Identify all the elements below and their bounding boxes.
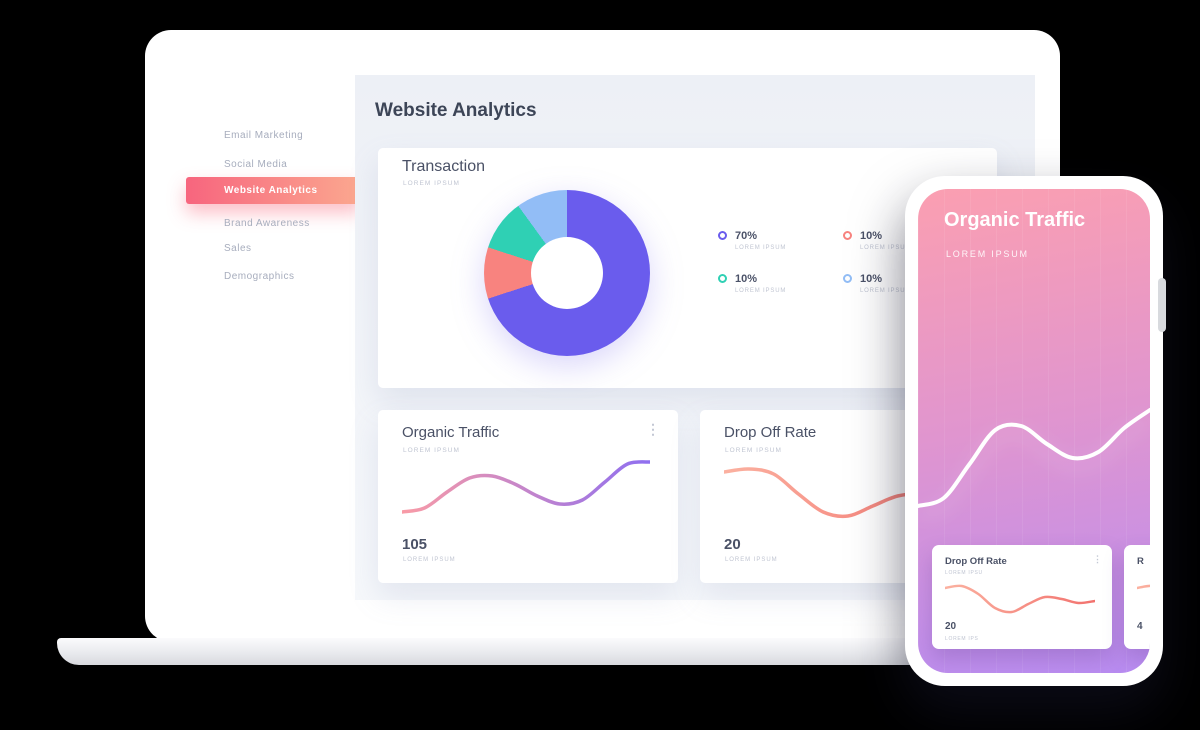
phone-side-button — [1158, 278, 1166, 332]
phone-mockup: Organic Traffic LOREM IPSUM Drop Off Rat… — [905, 176, 1166, 686]
legend-value: 10% — [860, 273, 883, 285]
sidebar-item-demographics[interactable]: Demographics — [224, 271, 295, 282]
legend-swatch-teal — [718, 274, 727, 283]
legend-item: 10% LOREM IPSUM — [843, 230, 968, 251]
phone-card-title: R — [1137, 556, 1144, 567]
legend-item: 10% LOREM IPSUM — [843, 273, 968, 294]
legend-label: LOREM IPSUM — [860, 245, 912, 251]
phone-organic-line-chart — [918, 408, 1150, 508]
page-title: Website Analytics — [375, 100, 537, 121]
donut-legend: 70% LOREM IPSUM 10% LOREM IPSUM — [718, 230, 968, 294]
drop-off-card-title: Drop Off Rate — [724, 424, 817, 441]
phone-page-subtitle: LOREM IPSUM — [946, 249, 1029, 259]
organic-card-subtitle: LOREM IPSUM — [403, 447, 460, 454]
phone-card-subtitle: LOREM IPSU — [945, 570, 983, 576]
phone-mini-line-chart — [945, 584, 1095, 614]
donut-hole — [531, 237, 603, 309]
sidebar-item-brand-awareness[interactable]: Brand Awareness — [224, 218, 310, 229]
legend-swatch-red — [843, 231, 852, 240]
transaction-card-subtitle: LOREM IPSUM — [403, 180, 460, 187]
legend-item: 70% LOREM IPSUM — [718, 230, 843, 251]
transaction-card: Transaction LOREM IPSUM 70% LOREM IPSUM — [378, 148, 997, 388]
organic-card-value-label: LOREM IPSUM — [403, 557, 456, 563]
transaction-card-title: Transaction — [402, 158, 485, 175]
kebab-menu-icon[interactable]: ⋮ — [646, 421, 660, 437]
phone-screen: Organic Traffic LOREM IPSUM Drop Off Rat… — [918, 189, 1150, 673]
phone-cards-row: Drop Off Rate LOREM IPSU ⋮ 20 LOREM IPS — [932, 545, 1150, 649]
sidebar-item-sales[interactable]: Sales — [224, 243, 252, 254]
phone-drop-off-card: Drop Off Rate LOREM IPSU ⋮ 20 LOREM IPS — [932, 545, 1112, 649]
sidebar-item-social-media[interactable]: Social Media — [224, 159, 288, 170]
phone-card-value-label: LOREM IPS — [945, 636, 979, 642]
legend-label: LOREM IPSUM — [735, 245, 787, 251]
legend-label: LOREM IPSUM — [735, 288, 787, 294]
transaction-donut — [484, 190, 650, 356]
legend-value: 10% — [860, 230, 883, 242]
legend-swatch-purple — [718, 231, 727, 240]
sidebar-item-email-marketing[interactable]: Email Marketing — [224, 130, 304, 141]
drop-off-card-subtitle: LOREM IPSUM — [725, 447, 782, 454]
phone-card-title: Drop Off Rate — [945, 556, 1007, 567]
organic-line-chart — [402, 460, 650, 514]
kebab-menu-icon[interactable]: ⋮ — [1093, 554, 1102, 564]
drop-off-card-value: 20 — [724, 536, 741, 553]
legend-item: 10% LOREM IPSUM — [718, 273, 843, 294]
sidebar-item-website-analytics[interactable]: Website Analytics — [186, 177, 361, 204]
phone-partial-card: R 4 — [1124, 545, 1150, 649]
legend-value: 70% — [735, 230, 758, 242]
phone-mini-line-chart — [1137, 584, 1150, 590]
organic-card-value: 105 — [402, 536, 428, 553]
phone-card-value: 4 — [1137, 621, 1143, 632]
sidebar: Email Marketing Social Media Website Ana… — [175, 75, 361, 600]
drop-off-card-value-label: LOREM IPSUM — [725, 557, 778, 563]
organic-card-title: Organic Traffic — [402, 424, 500, 441]
phone-card-value: 20 — [945, 621, 957, 632]
legend-label: LOREM IPSUM — [860, 288, 912, 294]
organic-traffic-card: Organic Traffic LOREM IPSUM ⋮ 105 LOREM … — [378, 410, 678, 583]
legend-value: 10% — [735, 273, 758, 285]
phone-page-title: Organic Traffic — [944, 209, 1086, 231]
legend-swatch-blue — [843, 274, 852, 283]
